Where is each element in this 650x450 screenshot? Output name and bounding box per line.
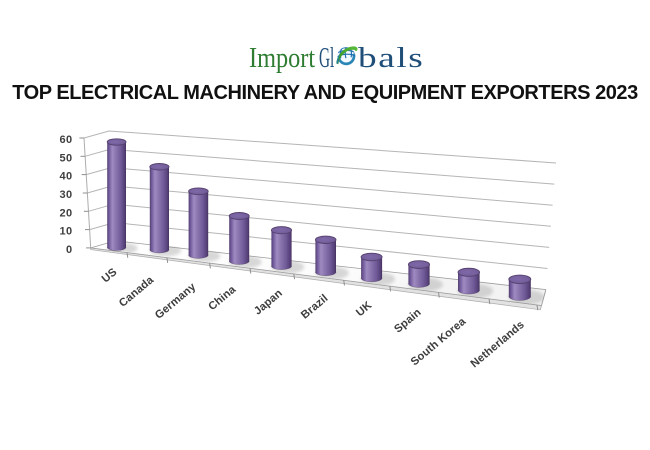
svg-text:20: 20 <box>59 207 72 219</box>
svg-text:Brazil: Brazil <box>299 292 331 321</box>
svg-text:60: 60 <box>59 134 72 146</box>
svg-text:40: 40 <box>59 171 72 183</box>
svg-text:Germany: Germany <box>153 280 199 321</box>
svg-text:Spain: Spain <box>392 306 423 335</box>
svg-text:50: 50 <box>59 152 72 164</box>
svg-text:South Korea: South Korea <box>409 315 469 368</box>
svg-text:Netherlands: Netherlands <box>469 319 527 370</box>
svg-text:Japan: Japan <box>252 287 285 317</box>
svg-text:China: China <box>206 283 238 313</box>
svg-text:US: US <box>100 266 120 286</box>
svg-text:10: 10 <box>59 226 72 238</box>
svg-text:0: 0 <box>66 244 73 256</box>
svg-text:30: 30 <box>59 189 72 201</box>
svg-text:UK: UK <box>354 299 374 319</box>
svg-text:Canada: Canada <box>117 274 157 310</box>
